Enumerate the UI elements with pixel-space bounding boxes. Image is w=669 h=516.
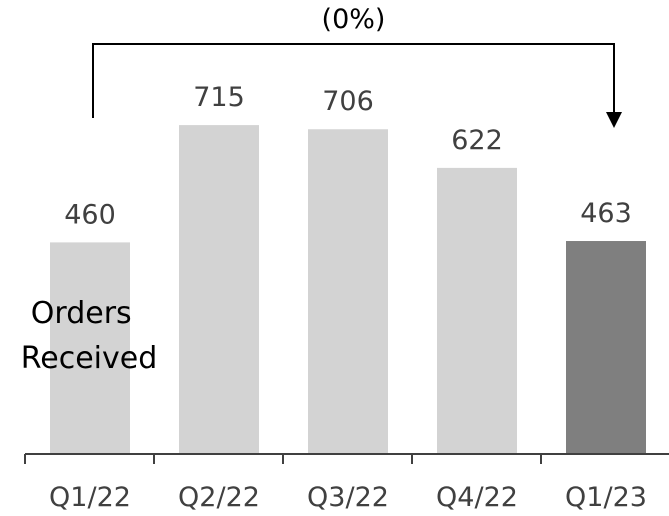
x-axis — [24, 453, 669, 464]
bar-q1-22 — [50, 242, 130, 454]
series-label: Orders Received — [21, 296, 158, 376]
bar-q1-23 — [566, 241, 646, 454]
value-labels-layer: 460 715 706 622 463 — [64, 82, 632, 230]
x-tick-label: Q3/22 — [307, 482, 389, 513]
x-tick-labels-layer: Q1/22 Q2/22 Q3/22 Q4/22 Q1/23 — [49, 482, 647, 513]
value-label: 622 — [451, 125, 503, 156]
bars-layer — [50, 125, 646, 455]
annotation-bracket-line — [92, 43, 615, 118]
value-label: 460 — [64, 199, 116, 230]
annotation-label: (0%) — [322, 4, 386, 35]
series-label-line-1: Orders — [31, 296, 132, 331]
bar-q2-22 — [179, 125, 259, 454]
x-tick-label: Q4/22 — [436, 482, 518, 513]
x-tick-label: Q1/23 — [565, 482, 647, 513]
bar-q3-22 — [308, 129, 388, 455]
value-label: 706 — [322, 86, 374, 117]
bar-q4-22 — [437, 167, 517, 454]
change-annotation: (0%) — [92, 4, 622, 128]
x-tick-label: Q1/22 — [49, 482, 131, 513]
value-label: 715 — [193, 82, 245, 113]
annotation-arrowhead — [606, 112, 622, 128]
series-label-line-2: Received — [21, 341, 158, 376]
x-tick-label: Q2/22 — [178, 482, 260, 513]
value-label: 463 — [580, 198, 632, 229]
